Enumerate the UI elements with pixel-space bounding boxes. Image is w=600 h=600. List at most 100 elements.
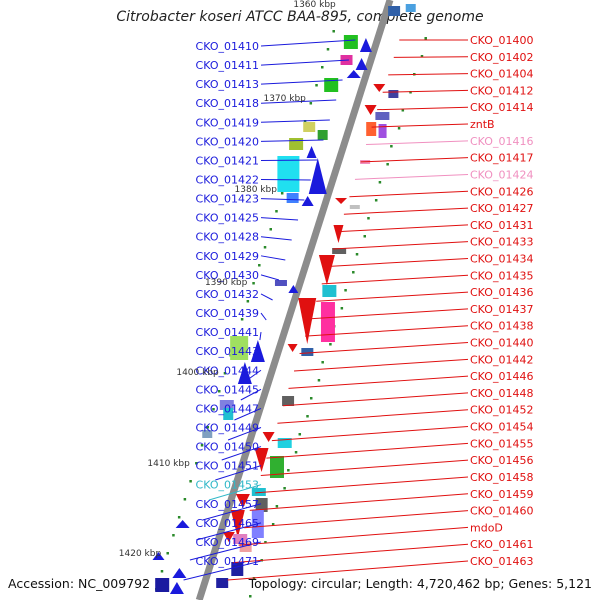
gene-label-right: mdoD	[470, 521, 503, 534]
tick-mark	[386, 163, 389, 166]
leader-line	[288, 375, 469, 389]
tick-mark	[258, 264, 261, 267]
gene-label-right: CKO_01424	[470, 168, 533, 181]
leader-line	[253, 350, 262, 361]
leader-line	[183, 560, 262, 581]
gene-box	[255, 498, 268, 512]
leader-line	[360, 157, 469, 163]
gene-label-right: CKO_01417	[470, 152, 533, 165]
gene-label-left: CKO_01420	[196, 135, 259, 148]
gene-label-right: CKO_01454	[470, 421, 533, 434]
tick-mark	[363, 235, 366, 238]
gene-label-right: CKO_01412	[470, 84, 533, 97]
gene-box	[349, 205, 360, 209]
gene-box	[301, 348, 314, 356]
tick-mark	[344, 289, 347, 292]
tick-mark	[217, 390, 221, 393]
leader-line	[271, 426, 469, 442]
gene-label-right: CKO_01436	[470, 286, 533, 299]
gene-label-right: CKO_01404	[470, 68, 533, 81]
gene-label-right: CKO_01455	[470, 437, 533, 450]
gene-arrow	[355, 58, 368, 70]
leader-line	[260, 139, 324, 142]
gene-arrow	[373, 84, 386, 92]
gene-label-right: CKO_01461	[470, 538, 533, 551]
leader-line	[371, 123, 469, 128]
gene-label-right: CKO_01442	[470, 353, 533, 366]
leader-line	[240, 388, 262, 401]
tick-mark	[315, 84, 318, 87]
leader-line	[255, 476, 469, 494]
gene-label-left: CKO_01453	[196, 479, 259, 492]
tick-mark	[249, 595, 252, 598]
gene-label-left: CKO_01443	[196, 345, 259, 358]
leader-line	[310, 308, 469, 320]
gene-label-left: CKO_01411	[196, 59, 259, 72]
gene-arrow	[301, 196, 314, 206]
scale-label: 1390 kbp	[205, 278, 248, 288]
gene-arrow	[346, 70, 361, 78]
tick-mark	[166, 552, 169, 555]
tick-mark	[420, 55, 424, 58]
gene-label-left: CKO_01450	[196, 441, 259, 454]
gene-label-right: CKO_01400	[470, 34, 533, 47]
gene-label-left: CKO_01423	[196, 193, 259, 206]
leader-line	[202, 503, 262, 521]
leader-line	[234, 407, 262, 421]
tick-mark	[280, 192, 284, 195]
gene-label-left: CKO_01430	[196, 269, 259, 282]
tick-mark	[160, 570, 164, 573]
gene-label-left: CKO_01447	[196, 402, 259, 415]
tick-mark	[271, 523, 275, 526]
leader-line	[260, 459, 469, 476]
gene-box	[277, 156, 300, 192]
tick-mark	[355, 253, 359, 256]
scale-label: 1380 kbp	[235, 185, 278, 195]
leader-line	[321, 274, 469, 285]
leader-line	[338, 224, 469, 233]
gene-label-right: CKO_01431	[470, 219, 533, 232]
leader-line	[393, 56, 469, 58]
gene-box	[216, 578, 229, 588]
leader-line	[282, 392, 469, 407]
gene-label-left: CKO_01410	[196, 40, 259, 53]
gene-label-right: CKO_01427	[470, 202, 533, 215]
tick-mark	[177, 516, 181, 519]
gene-label-left: CKO_01451	[196, 460, 259, 473]
gene-label-left: CKO_01465	[196, 517, 259, 530]
gene-label-left: CKO_01425	[196, 212, 259, 225]
gene-arrow	[222, 532, 235, 542]
gene-box	[269, 456, 284, 478]
leader-line	[260, 255, 286, 261]
leader-line	[349, 190, 469, 198]
gene-box	[230, 336, 249, 360]
leader-line	[293, 358, 469, 372]
leader-line	[233, 543, 469, 564]
tick-mark	[321, 361, 324, 364]
gene-box	[202, 430, 213, 438]
gene-label-right: CKO_01460	[470, 505, 533, 518]
scale-label: 1420 kbp	[119, 549, 162, 559]
gene-arrow	[308, 158, 327, 194]
tick-mark	[397, 127, 401, 130]
leader-line	[246, 369, 262, 381]
gene-arrow	[335, 198, 348, 204]
tick-mark	[212, 408, 215, 411]
tick-mark	[329, 343, 332, 346]
tick-mark	[309, 102, 313, 105]
leader-line	[260, 198, 305, 201]
gene-label-right: CKO_01435	[470, 269, 533, 282]
gene-label-left: CKO_01469	[196, 536, 259, 549]
leader-line	[260, 119, 330, 123]
gene-arrow	[152, 552, 165, 560]
backbone-line	[195, 0, 394, 600]
tick-mark	[424, 37, 427, 40]
gene-label-right: CKO_01448	[470, 387, 533, 400]
gene-label-left: CKO_01432	[196, 288, 259, 301]
leader-line	[260, 274, 280, 281]
gene-label-right: zntB	[470, 118, 495, 131]
leader-line	[316, 291, 469, 302]
tick-mark	[264, 541, 267, 544]
gene-label-right: CKO_01438	[470, 320, 533, 333]
